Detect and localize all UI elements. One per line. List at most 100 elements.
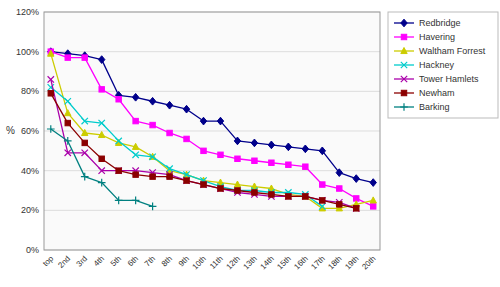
point-marker bbox=[201, 148, 206, 153]
x-tick-label: 12th bbox=[224, 254, 241, 271]
point-marker bbox=[320, 182, 325, 187]
legend-label: Barking bbox=[419, 102, 450, 112]
point-marker bbox=[65, 120, 70, 125]
point-marker bbox=[336, 169, 342, 177]
legend-marker bbox=[401, 47, 407, 53]
point-marker bbox=[98, 120, 104, 126]
point-marker bbox=[319, 197, 325, 203]
x-tick-label: 13th bbox=[241, 254, 258, 271]
point-marker bbox=[183, 177, 189, 183]
point-marker bbox=[286, 194, 291, 199]
point-marker bbox=[183, 105, 189, 113]
grid-line bbox=[44, 131, 380, 132]
x-tick-label: 19th bbox=[343, 254, 360, 271]
point-marker bbox=[82, 52, 88, 60]
point-marker bbox=[217, 117, 223, 125]
point-marker bbox=[218, 152, 223, 157]
grid-line bbox=[44, 51, 380, 52]
point-marker bbox=[64, 137, 72, 145]
point-marker bbox=[234, 137, 240, 145]
point-marker bbox=[150, 122, 155, 127]
y-tick-label: 40% bbox=[21, 166, 39, 176]
point-marker bbox=[82, 140, 87, 145]
y-axis-label: % bbox=[6, 125, 15, 136]
x-tick-label: 5th bbox=[109, 254, 123, 268]
point-marker bbox=[65, 150, 71, 156]
point-marker bbox=[234, 187, 240, 193]
point-marker bbox=[370, 197, 376, 203]
grid-line bbox=[44, 91, 380, 92]
grid-line bbox=[44, 210, 380, 211]
y-tick-label: 120% bbox=[16, 7, 39, 17]
point-marker bbox=[252, 158, 257, 163]
point-marker bbox=[82, 150, 88, 156]
plot-frame bbox=[44, 12, 380, 250]
legend-label: Hackney bbox=[419, 60, 455, 70]
legend-label: Redbridge bbox=[419, 18, 461, 28]
point-marker bbox=[353, 175, 359, 183]
point-marker bbox=[302, 145, 308, 153]
point-marker bbox=[98, 131, 104, 137]
point-marker bbox=[183, 171, 189, 177]
legend-label: Havering bbox=[419, 32, 455, 42]
legend-label: Tower Hamlets bbox=[419, 74, 479, 84]
series-line bbox=[51, 93, 356, 208]
point-marker bbox=[319, 147, 325, 155]
point-marker bbox=[302, 193, 308, 199]
y-tick-label: 20% bbox=[21, 205, 39, 215]
point-marker bbox=[184, 136, 189, 141]
point-marker bbox=[337, 186, 342, 191]
x-tick-label: 17th bbox=[309, 254, 326, 271]
x-tick-label: 3rd bbox=[75, 254, 90, 269]
point-marker bbox=[166, 101, 172, 109]
point-marker bbox=[370, 204, 375, 209]
x-tick-label: 4th bbox=[92, 254, 106, 268]
point-marker bbox=[269, 160, 274, 165]
point-marker bbox=[268, 141, 274, 149]
point-marker bbox=[115, 167, 121, 173]
point-marker bbox=[353, 205, 359, 211]
point-marker bbox=[48, 91, 53, 96]
point-marker bbox=[81, 173, 89, 181]
point-marker bbox=[132, 197, 140, 205]
point-marker bbox=[167, 130, 172, 135]
point-marker bbox=[218, 186, 223, 191]
x-tick-label: 2nd bbox=[56, 254, 72, 270]
x-tick-label: 8th bbox=[160, 254, 174, 268]
point-marker bbox=[370, 179, 376, 187]
point-marker bbox=[82, 129, 88, 135]
series-line bbox=[51, 52, 373, 183]
series-line bbox=[51, 129, 153, 206]
point-marker bbox=[133, 118, 138, 123]
page: {"chart_data": {"type": "line", "y_label… bbox=[0, 0, 500, 287]
x-tick-label: 10th bbox=[191, 254, 208, 271]
point-marker bbox=[98, 167, 104, 173]
point-marker bbox=[82, 55, 87, 60]
point-marker bbox=[132, 143, 138, 149]
x-tick-label: 9th bbox=[177, 254, 191, 268]
point-marker bbox=[65, 98, 71, 104]
point-marker bbox=[184, 178, 189, 183]
legend-marker bbox=[401, 19, 407, 27]
point-marker bbox=[269, 192, 274, 197]
y-tick-label: 80% bbox=[21, 86, 39, 96]
point-marker bbox=[116, 97, 121, 102]
grid bbox=[44, 12, 380, 250]
point-marker bbox=[217, 185, 223, 191]
x-tick-label: 6th bbox=[126, 254, 140, 268]
point-marker bbox=[65, 110, 71, 116]
point-marker bbox=[65, 55, 70, 60]
x-tick-label: 15th bbox=[275, 254, 292, 271]
plot-background bbox=[44, 12, 380, 250]
point-marker bbox=[166, 165, 172, 171]
series-line bbox=[51, 79, 356, 208]
point-marker bbox=[149, 203, 157, 211]
point-marker bbox=[200, 181, 206, 187]
x-tick-label: 7th bbox=[143, 254, 157, 268]
point-marker bbox=[354, 206, 359, 211]
point-marker bbox=[285, 193, 291, 199]
point-marker bbox=[235, 188, 240, 193]
legend-marker bbox=[401, 76, 407, 82]
legend-marker bbox=[401, 62, 407, 68]
point-marker bbox=[285, 143, 291, 151]
